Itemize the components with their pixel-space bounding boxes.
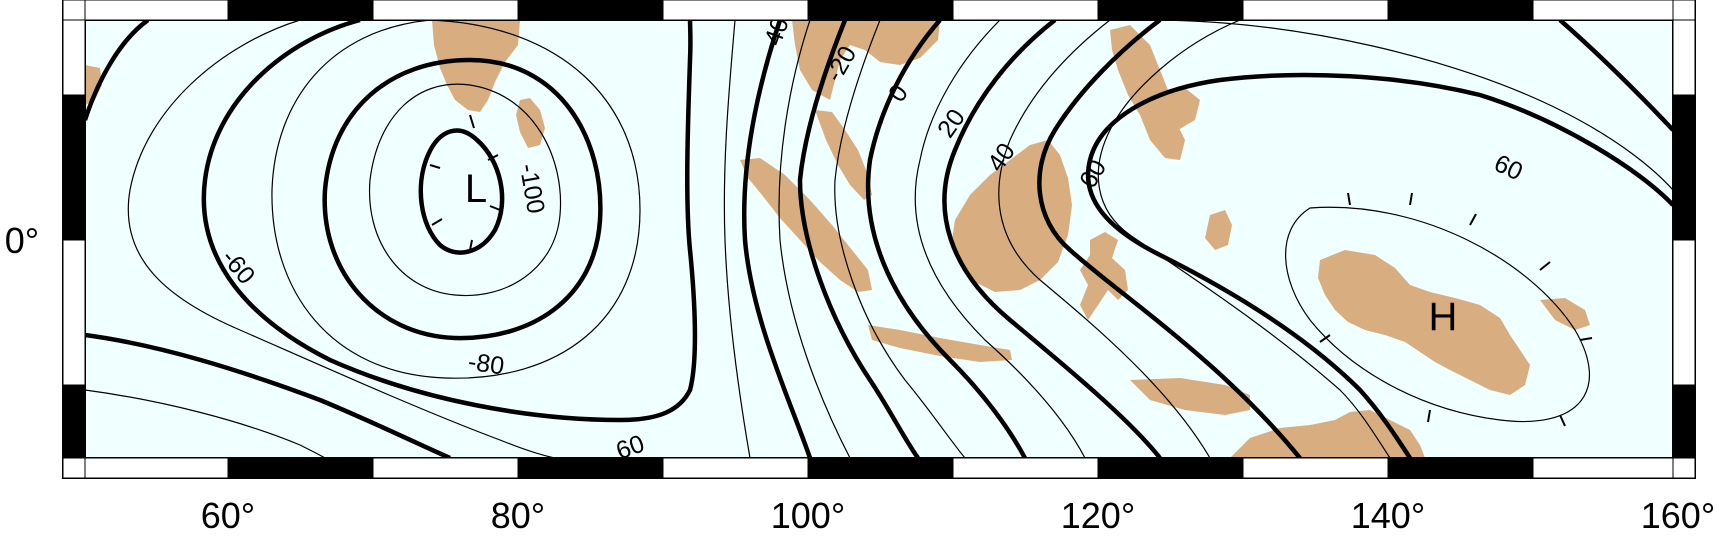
contour-minus10	[834, 20, 966, 458]
contour-minus40-bottom	[85, 332, 451, 458]
land-australia-north	[1230, 410, 1425, 458]
contour-minus50	[127, 20, 556, 458]
x-tick-label: 140°	[1351, 495, 1425, 536]
contour-minus30	[85, 389, 326, 458]
contour-label: -80	[466, 348, 506, 381]
contour-plus50-top	[1149, 20, 1673, 191]
low-pressure-marker: L	[465, 167, 487, 211]
ocean-area	[85, 20, 1673, 458]
land-java	[868, 325, 1012, 362]
contour-plus60-corner	[1558, 20, 1673, 132]
y-axis-labels: 0°	[5, 220, 39, 261]
land-borneo	[952, 140, 1072, 292]
x-tick-label: 80°	[491, 495, 545, 536]
x-tick-label: 60°	[201, 495, 255, 536]
contour-low-ring-2	[322, 57, 603, 341]
land-malay-peninsula	[815, 110, 872, 200]
contour-plus10	[914, 20, 1086, 458]
x-axis-labels: 60° 80° 100° 120° 140° 160°	[201, 495, 1715, 536]
contour-zero	[865, 20, 1027, 458]
land-bismarck	[1540, 298, 1590, 330]
landmasses	[85, 20, 1590, 458]
x-tick-label: 100°	[771, 495, 845, 536]
y-tick-label: 0°	[5, 220, 39, 261]
contour-minus60	[201, 20, 698, 423]
land-philippines	[1110, 25, 1185, 160]
contour-plus40	[1037, 20, 1302, 458]
low-hachures	[429, 114, 501, 251]
land-indochina	[792, 20, 940, 100]
high-hachures	[1319, 192, 1593, 427]
contour-minus20	[797, 20, 920, 458]
land-arabian-tip	[85, 65, 102, 105]
contour-minus40-left	[85, 20, 150, 121]
contour-minus30b	[778, 20, 851, 458]
map-frame	[62, 0, 1696, 479]
contour-high-ring	[1285, 206, 1591, 423]
contour-low-ring-1	[368, 83, 562, 297]
contour-low-inner	[418, 128, 505, 255]
land-new-guinea	[1318, 250, 1530, 395]
contour-plus20	[942, 20, 1162, 458]
contour-plus60-outer	[1085, 72, 1673, 458]
contour-plus30	[998, 20, 1211, 458]
land-mindanao	[1160, 88, 1200, 130]
contour-minus70	[723, 20, 751, 458]
high-pressure-marker: H	[1429, 295, 1458, 339]
land-india-peninsula	[432, 20, 520, 112]
x-tick-label: 120°	[1061, 495, 1135, 536]
x-tick-label: 160°	[1641, 495, 1715, 536]
land-halmahera	[1205, 210, 1232, 250]
contour-minus40	[741, 20, 813, 458]
land-timor	[1130, 378, 1250, 415]
contour-low-ring-3	[271, 20, 641, 379]
contour-lines	[85, 20, 1673, 458]
